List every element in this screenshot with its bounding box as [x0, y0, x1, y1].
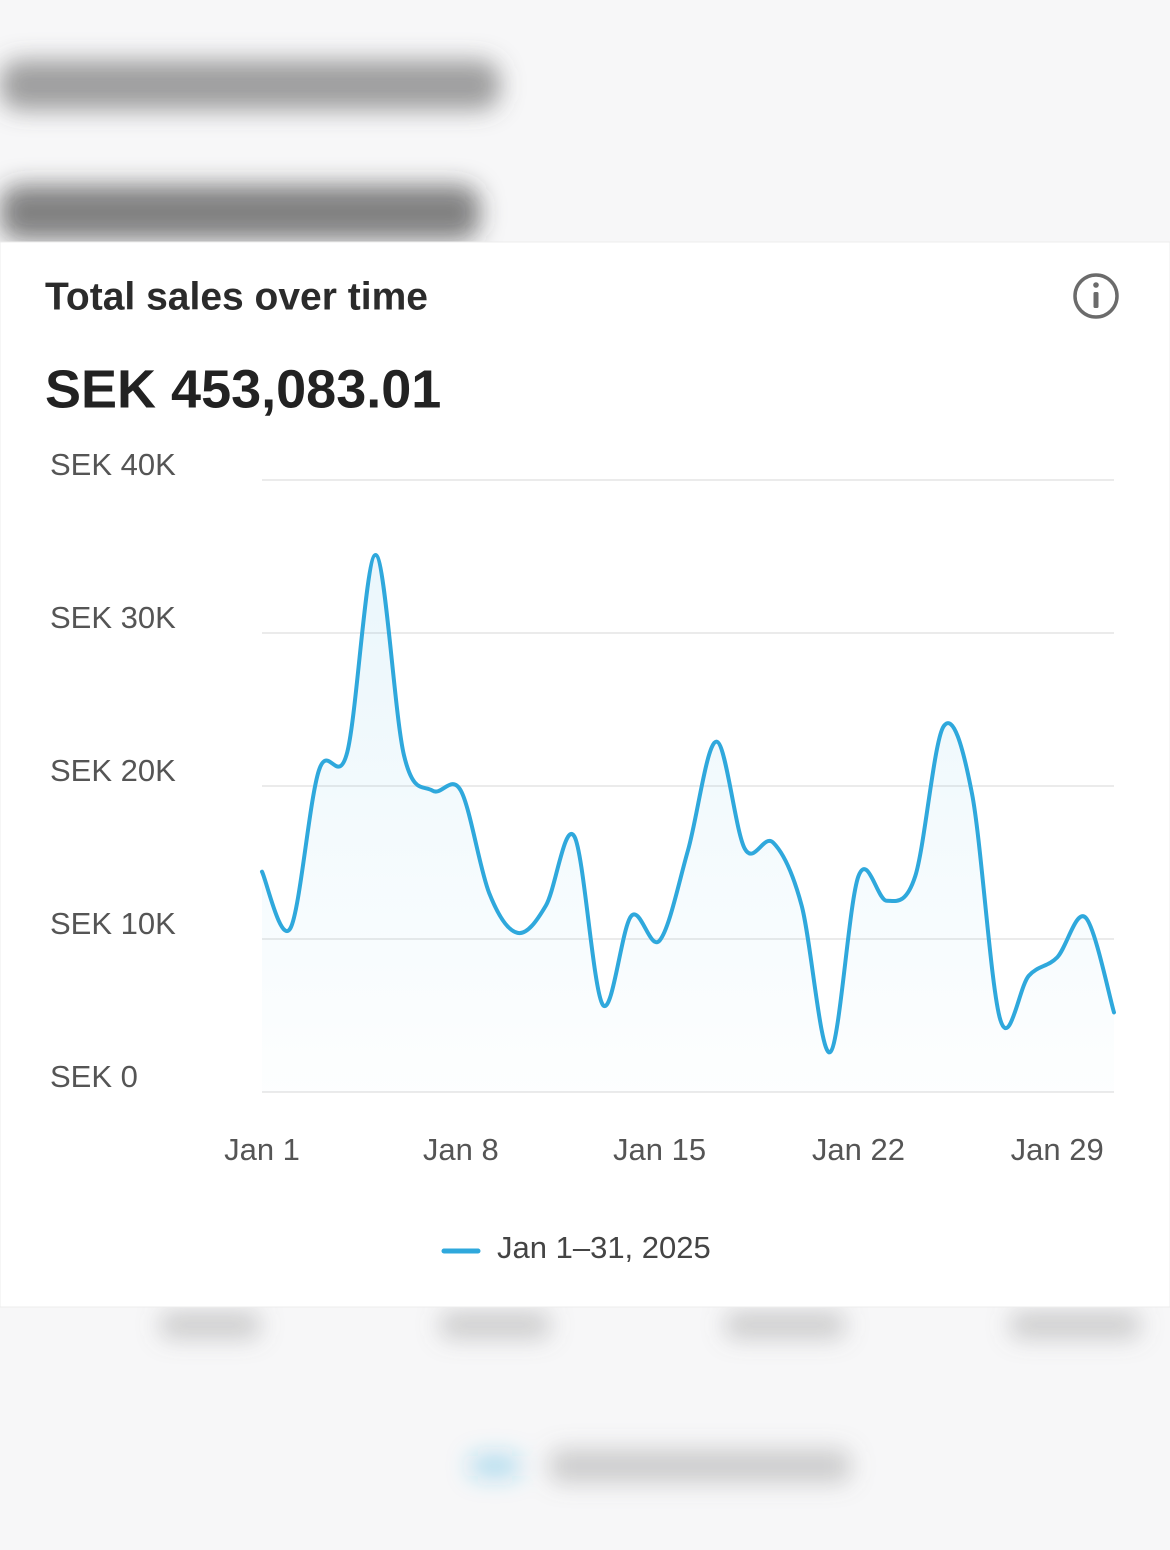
- chart-title: Total sales over time: [45, 275, 428, 318]
- card: [0, 241, 1170, 1308]
- line: [260, 552, 1116, 1055]
- y-tick-label: SEK 10K: [50, 906, 176, 941]
- y-tick-label: SEK 40K: [50, 447, 176, 482]
- y-tick-label: SEK 30K: [50, 600, 176, 635]
- info-icon[interactable]: [1073, 273, 1119, 319]
- x-tick-label: Jan 22: [812, 1132, 905, 1167]
- x-tick-label: Jan 1: [224, 1132, 300, 1167]
- y-tick-label: SEK 20K: [50, 753, 176, 788]
- blurred-background: [0, 60, 1140, 1482]
- total-value: SEK 453,083.01: [45, 359, 441, 419]
- x-tick-label: Jan 15: [613, 1132, 706, 1167]
- x-tick-label: Jan 8: [423, 1132, 499, 1167]
- y-tick-label: SEK 0: [50, 1059, 138, 1094]
- legend-label: Jan 1–31, 2025: [497, 1230, 711, 1265]
- area: [262, 554, 1114, 1092]
- x-tick-label: Jan 29: [1011, 1132, 1104, 1167]
